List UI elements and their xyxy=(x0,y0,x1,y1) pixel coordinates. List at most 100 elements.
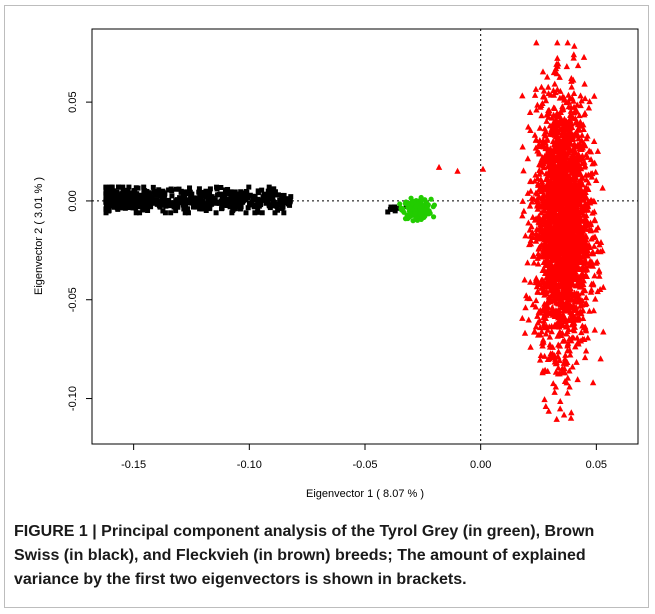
fleckvieh-point xyxy=(551,388,558,395)
brown-swiss-point xyxy=(131,200,137,206)
fleckvieh-point xyxy=(578,203,585,210)
fleckvieh-point xyxy=(564,237,572,244)
brown-swiss-point xyxy=(182,202,188,208)
tyrol-grey-point xyxy=(412,210,418,217)
tyrol-grey-point xyxy=(413,203,419,209)
brown-swiss-point xyxy=(392,208,398,214)
fleckvieh-point xyxy=(568,409,575,416)
fleckvieh-point xyxy=(590,137,598,144)
fleckvieh-point xyxy=(545,146,552,153)
fleckvieh-point xyxy=(547,243,554,250)
brown-swiss-point xyxy=(207,200,213,206)
fleckvieh-point xyxy=(527,187,534,194)
fleckvieh-point xyxy=(556,255,564,262)
fleckvieh-point xyxy=(574,233,582,240)
fleckvieh-point xyxy=(568,312,576,319)
fleckvieh-point xyxy=(570,319,578,326)
brown-swiss-point xyxy=(162,201,168,207)
fleckvieh-point xyxy=(537,226,545,233)
brown-swiss-point xyxy=(115,206,121,212)
fleckvieh-point xyxy=(566,383,573,390)
fleckvieh-point xyxy=(565,128,573,135)
fleckvieh-point xyxy=(567,351,574,358)
fleckvieh-point xyxy=(584,199,592,206)
fleckvieh-point xyxy=(570,76,577,83)
fleckvieh-point xyxy=(585,179,592,186)
fleckvieh-point xyxy=(591,326,598,333)
fleckvieh-point xyxy=(580,211,588,218)
brown-swiss-point xyxy=(175,202,181,208)
brown-swiss-point xyxy=(151,189,157,195)
fleckvieh-point xyxy=(538,112,545,119)
fleckvieh-point xyxy=(560,300,567,307)
fleckvieh-point xyxy=(554,39,561,46)
brown-swiss-point xyxy=(247,192,253,198)
tyrol-grey-point xyxy=(430,214,437,220)
fleckvieh-point xyxy=(592,168,599,175)
fleckvieh-point xyxy=(542,97,550,104)
brown-swiss-point xyxy=(388,204,394,210)
fleckvieh-point xyxy=(551,80,558,87)
fleckvieh-point xyxy=(582,323,589,330)
brown-swiss-point xyxy=(150,184,156,190)
fleckvieh-point xyxy=(581,109,589,116)
fleckvieh-point xyxy=(581,80,588,87)
fleckvieh-point xyxy=(556,405,564,412)
fleckvieh-point xyxy=(579,307,586,314)
fleckvieh-point xyxy=(548,170,555,177)
brown-swiss-point xyxy=(128,192,134,198)
brown-swiss-point xyxy=(275,192,281,198)
fleckvieh-point xyxy=(536,317,543,324)
fleckvieh-point xyxy=(577,265,584,272)
fleckvieh-point xyxy=(552,124,559,131)
fleckvieh-point xyxy=(564,271,572,278)
fleckvieh-point xyxy=(534,312,541,319)
fleckvieh-point xyxy=(539,157,546,164)
fleckvieh-point xyxy=(537,102,545,109)
brown-swiss-point xyxy=(126,184,132,190)
fleckvieh-point xyxy=(534,205,541,212)
x-tick-label: 0.05 xyxy=(586,459,607,471)
fleckvieh-point xyxy=(547,187,555,194)
fleckvieh-point xyxy=(580,241,588,248)
fleckvieh-point xyxy=(552,65,560,72)
brown-swiss-point xyxy=(392,204,398,210)
fleckvieh-point xyxy=(589,262,597,269)
fleckvieh-point xyxy=(552,299,560,306)
fleckvieh-point xyxy=(533,106,540,113)
brown-swiss-point xyxy=(113,201,119,207)
fleckvieh-point xyxy=(546,341,554,348)
fleckvieh-point xyxy=(563,330,570,337)
fleckvieh-point xyxy=(545,90,552,97)
fleckvieh-point xyxy=(566,124,574,131)
fleckvieh-point xyxy=(519,212,526,219)
fleckvieh-point xyxy=(554,353,561,360)
fleckvieh-point xyxy=(591,92,598,99)
brown-swiss-point xyxy=(192,201,198,207)
fleckvieh-point xyxy=(542,330,550,337)
fleckvieh-point xyxy=(479,165,487,172)
fleckvieh-point xyxy=(526,109,534,116)
x-tick-label: -0.05 xyxy=(352,459,377,471)
brown-swiss-point xyxy=(181,206,187,212)
fleckvieh-point xyxy=(567,194,574,201)
fleckvieh-point xyxy=(553,269,560,276)
fleckvieh-point xyxy=(557,263,564,270)
brown-swiss-point xyxy=(277,197,283,203)
brown-swiss-point xyxy=(169,188,175,194)
brown-swiss-point xyxy=(231,199,237,205)
brown-swiss-point xyxy=(149,194,155,200)
fleckvieh-point xyxy=(558,292,565,299)
fleckvieh-point xyxy=(587,219,594,226)
brown-swiss-point xyxy=(185,210,191,216)
brown-swiss-point xyxy=(263,200,269,206)
fleckvieh-point xyxy=(580,222,588,229)
fleckvieh-point xyxy=(549,311,557,318)
tyrol-grey-point xyxy=(402,200,408,207)
fleckvieh-point xyxy=(582,142,589,149)
fleckvieh-point xyxy=(567,241,575,248)
brown-swiss-point xyxy=(270,200,276,206)
fleckvieh-point xyxy=(566,199,573,206)
fleckvieh-point xyxy=(581,163,588,170)
fleckvieh-point xyxy=(564,226,571,233)
